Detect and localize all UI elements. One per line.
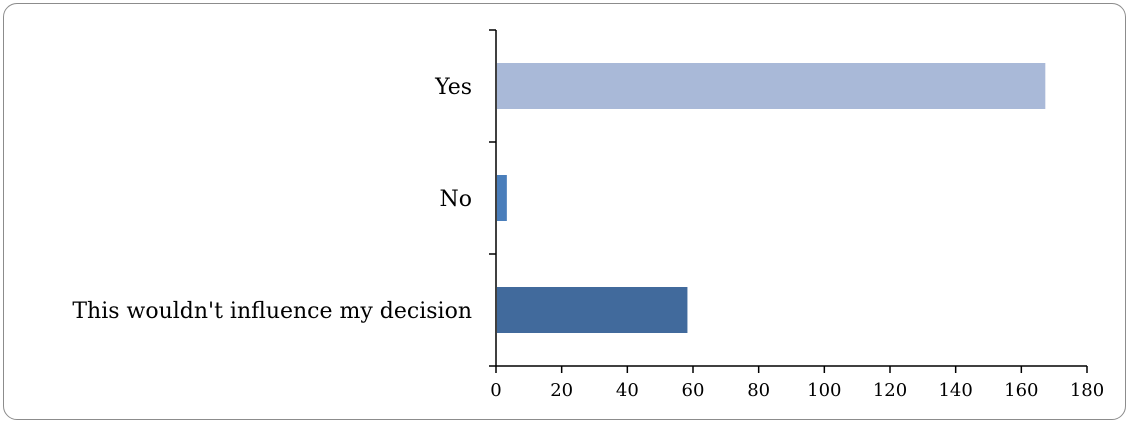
category-label-2: This wouldn't influence my decision [72, 299, 472, 324]
x-tick-label-3: 60 [682, 380, 705, 401]
bar-1 [497, 175, 507, 221]
x-tick-label-8: 160 [1004, 380, 1038, 401]
bar-2 [497, 287, 688, 333]
x-tick-label-2: 40 [616, 380, 639, 401]
category-label-0: Yes [434, 75, 472, 100]
x-tick-label-4: 80 [747, 380, 770, 401]
bar-0 [497, 63, 1046, 109]
category-label-1: No [440, 187, 473, 212]
x-tick-label-9: 180 [1070, 380, 1104, 401]
x-tick-label-6: 120 [873, 380, 907, 401]
x-tick-label-1: 20 [550, 380, 573, 401]
x-tick-label-0: 0 [490, 380, 501, 401]
x-tick-label-5: 100 [807, 380, 841, 401]
x-tick-label-7: 140 [938, 380, 972, 401]
